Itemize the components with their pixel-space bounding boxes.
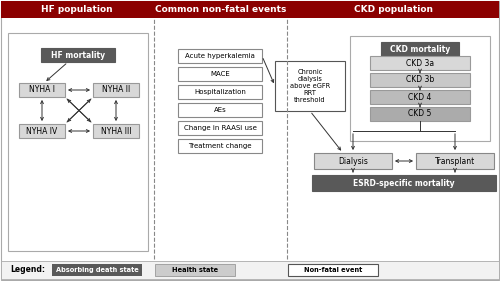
Bar <box>19 124 65 138</box>
Text: CKD 3a: CKD 3a <box>406 58 434 67</box>
Bar <box>1 261 499 279</box>
Bar <box>178 67 262 81</box>
Bar <box>178 49 262 63</box>
Text: Dialysis: Dialysis <box>338 157 368 166</box>
Text: HF population: HF population <box>41 5 113 14</box>
Bar <box>370 56 470 70</box>
Bar <box>178 85 262 99</box>
Text: Treatment change: Treatment change <box>188 143 252 149</box>
Text: Change in RAASi use: Change in RAASi use <box>184 125 256 131</box>
Bar <box>19 83 65 97</box>
Bar <box>8 33 148 251</box>
Text: ESRD-specific mortality: ESRD-specific mortality <box>353 178 455 187</box>
Bar <box>41 48 115 62</box>
Text: CKD mortality: CKD mortality <box>390 44 450 53</box>
Bar <box>155 264 235 276</box>
Text: NYHA IV: NYHA IV <box>26 126 58 135</box>
Text: Legend:: Legend: <box>10 266 45 275</box>
Text: Chronic
dialysis
above eGFR
RRT
threshold: Chronic dialysis above eGFR RRT threshol… <box>290 69 330 103</box>
Text: CKD 3b: CKD 3b <box>406 76 434 85</box>
Text: CKD population: CKD population <box>354 5 433 14</box>
Bar <box>312 175 496 191</box>
Bar <box>93 83 139 97</box>
Text: Non-fatal event: Non-fatal event <box>304 267 362 273</box>
Bar <box>314 153 392 169</box>
Text: Transplant: Transplant <box>435 157 475 166</box>
Text: NYHA I: NYHA I <box>29 85 55 94</box>
Bar <box>350 36 490 141</box>
Text: NYHA III: NYHA III <box>101 126 131 135</box>
Text: Acute hyperkalemia: Acute hyperkalemia <box>185 53 255 59</box>
Text: NYHA II: NYHA II <box>102 85 130 94</box>
Bar <box>381 42 459 56</box>
Text: HF mortality: HF mortality <box>51 51 105 60</box>
Text: AEs: AEs <box>214 107 226 113</box>
Bar <box>416 153 494 169</box>
Text: CKD 4: CKD 4 <box>408 92 432 101</box>
Bar <box>1 1 499 18</box>
Bar <box>178 103 262 117</box>
Text: Hospitalization: Hospitalization <box>194 89 246 95</box>
Bar <box>93 124 139 138</box>
Text: Absorbing death state: Absorbing death state <box>56 267 138 273</box>
Bar <box>370 107 470 121</box>
Text: CKD 5: CKD 5 <box>408 110 432 119</box>
Bar <box>275 61 345 111</box>
Text: Health state: Health state <box>172 267 218 273</box>
Bar <box>178 121 262 135</box>
Bar <box>288 264 378 276</box>
Bar <box>178 139 262 153</box>
Bar <box>370 90 470 104</box>
Bar <box>370 73 470 87</box>
Text: MACE: MACE <box>210 71 230 77</box>
Bar <box>52 264 142 276</box>
Text: Common non-fatal events: Common non-fatal events <box>155 5 286 14</box>
